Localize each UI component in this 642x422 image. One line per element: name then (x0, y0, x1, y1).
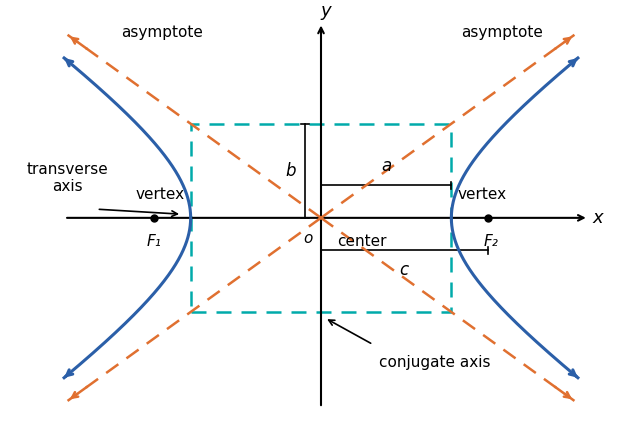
Text: x: x (593, 209, 603, 227)
Text: vertex: vertex (135, 187, 185, 202)
Text: c: c (400, 260, 409, 279)
Text: vertex: vertex (457, 187, 507, 202)
Text: transverse
axis: transverse axis (27, 162, 108, 194)
Text: center: center (337, 234, 386, 249)
Text: conjugate axis: conjugate axis (379, 355, 490, 370)
Text: b: b (286, 162, 297, 180)
Text: y: y (321, 3, 331, 20)
Text: o: o (303, 231, 312, 246)
Text: asymptote: asymptote (461, 25, 543, 41)
Text: F₁: F₁ (147, 234, 162, 249)
Text: a: a (381, 157, 391, 175)
Text: F₂: F₂ (483, 234, 499, 249)
Text: asymptote: asymptote (121, 25, 203, 41)
